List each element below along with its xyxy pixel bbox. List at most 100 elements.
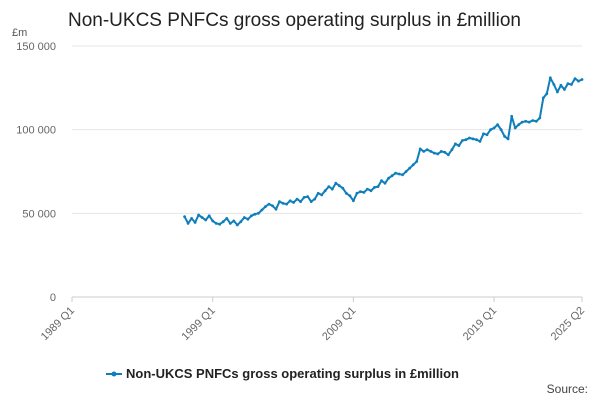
data-point[interactable] [313,197,317,201]
data-point[interactable] [200,216,204,219]
data-point[interactable] [337,184,341,188]
data-point[interactable] [387,176,390,180]
data-point[interactable] [250,214,253,218]
data-point[interactable] [538,116,542,120]
data-point[interactable] [534,119,538,123]
data-point[interactable] [570,83,573,86]
data-point[interactable] [422,150,426,153]
data-point[interactable] [341,186,345,190]
data-point[interactable] [373,186,376,189]
data-point[interactable] [271,204,274,208]
data-point[interactable] [408,166,412,170]
data-point[interactable] [432,151,436,155]
data-point[interactable] [204,218,208,222]
data-point[interactable] [577,79,580,83]
data-point[interactable] [450,148,454,152]
data-point[interactable] [295,197,299,201]
data-point[interactable] [563,88,566,91]
data-point[interactable] [418,147,422,151]
data-point[interactable] [316,191,320,195]
data-point[interactable] [309,200,313,204]
data-point[interactable] [429,150,433,153]
data-point[interactable] [228,222,232,225]
data-point[interactable] [281,201,285,205]
data-point[interactable] [401,173,404,177]
data-point[interactable] [513,126,517,130]
data-point[interactable] [499,128,503,132]
data-point[interactable] [457,144,461,148]
data-point[interactable] [376,185,380,189]
data-point[interactable] [482,132,485,136]
data-point[interactable] [334,181,338,185]
data-point[interactable] [527,120,531,124]
data-point[interactable] [197,213,201,217]
data-point[interactable] [506,137,510,141]
data-point[interactable] [404,170,408,173]
data-point[interactable] [257,211,260,215]
data-point[interactable] [531,119,535,122]
data-point[interactable] [352,199,355,203]
data-point[interactable] [390,174,394,178]
data-point[interactable] [545,92,549,96]
data-point[interactable] [566,82,570,86]
data-point[interactable] [359,190,362,194]
data-point[interactable] [411,163,415,167]
data-point[interactable] [193,221,197,224]
data-point[interactable] [292,201,295,204]
data-point[interactable] [235,223,239,227]
data-point[interactable] [446,153,450,157]
data-point[interactable] [485,133,489,137]
data-point[interactable] [415,160,419,163]
data-point[interactable] [380,179,383,183]
data-point[interactable] [355,191,359,195]
data-point[interactable] [299,200,302,204]
data-point[interactable] [510,114,514,118]
data-point[interactable] [496,123,499,126]
data-point[interactable] [239,220,243,224]
data-point[interactable] [492,126,496,130]
data-point[interactable] [471,137,475,141]
data-point[interactable] [443,150,447,154]
data-point[interactable] [207,214,211,218]
data-point[interactable] [344,191,348,195]
data-point[interactable] [383,181,387,185]
data-point[interactable] [302,196,306,199]
data-point[interactable] [232,219,236,223]
data-point[interactable] [397,172,401,176]
data-point[interactable] [520,120,524,124]
data-point[interactable] [362,191,366,194]
data-point[interactable] [475,138,478,142]
data-point[interactable] [552,83,556,86]
data-point[interactable] [573,77,577,80]
data-point[interactable] [253,212,257,216]
data-point[interactable] [369,189,373,193]
data-point[interactable] [464,138,468,142]
data-point[interactable] [267,202,271,206]
data-point[interactable] [221,220,225,224]
data-point[interactable] [285,202,288,206]
data-point[interactable] [190,217,194,220]
data-point[interactable] [580,78,584,81]
data-point[interactable] [211,219,215,223]
data-point[interactable] [278,200,281,204]
legend[interactable]: Non-UKCS PNFCs gross operating surplus i… [106,366,459,381]
data-point[interactable] [225,217,229,220]
data-point[interactable] [541,96,545,100]
data-point[interactable] [559,83,563,87]
data-point[interactable] [218,222,222,226]
data-point[interactable] [461,139,464,142]
data-point[interactable] [246,217,250,221]
data-point[interactable] [524,119,528,123]
data-point[interactable] [288,199,292,203]
data-point[interactable] [503,135,506,138]
data-point[interactable] [439,150,443,153]
data-point[interactable] [366,187,369,191]
data-point[interactable] [478,140,482,143]
data-point[interactable] [556,90,559,94]
data-point[interactable] [214,222,218,225]
data-point[interactable] [330,187,334,191]
data-point[interactable] [260,208,264,212]
data-point[interactable] [454,142,457,146]
data-point[interactable] [274,207,278,211]
data-point[interactable] [186,222,190,225]
